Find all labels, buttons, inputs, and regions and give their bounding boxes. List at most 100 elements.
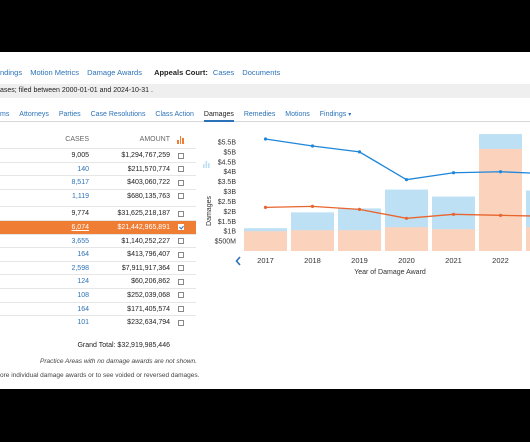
row-checkbox[interactable] bbox=[178, 238, 184, 245]
row-checkbox[interactable] bbox=[178, 193, 184, 200]
chart-type-icon[interactable] bbox=[203, 161, 210, 168]
total-line-point[interactable] bbox=[310, 144, 315, 148]
row-cases[interactable]: 124 bbox=[77, 278, 89, 286]
table-row[interactable]: 6,074 $21,442,965,891 bbox=[0, 219, 196, 234]
row-checkbox[interactable] bbox=[178, 306, 184, 313]
y-tick-label: $1.5B bbox=[218, 219, 237, 226]
tab-class-action[interactable]: Class Action bbox=[155, 111, 194, 118]
selected-line-point[interactable] bbox=[310, 204, 315, 209]
row-cases[interactable]: 140 bbox=[77, 165, 89, 173]
selected-bar[interactable] bbox=[385, 227, 428, 251]
total-line-point[interactable] bbox=[451, 171, 456, 175]
note-individual-awards: ore individual damage awards or to see v… bbox=[0, 372, 200, 379]
row-cases[interactable]: 164 bbox=[77, 251, 89, 259]
x-tick-label: 2020 bbox=[398, 256, 415, 265]
row-cases[interactable]: 6,074 bbox=[71, 223, 89, 231]
selected-bar[interactable] bbox=[291, 230, 334, 251]
row-cases[interactable]: 101 bbox=[77, 319, 89, 327]
table-rows: 9,005 $1,294,767,259 140 $211,570,774 8,517 $… bbox=[0, 148, 196, 329]
appeals-court-label: Appeals Court: bbox=[154, 68, 208, 77]
table-row[interactable]: 2,598 $7,911,917,364 bbox=[0, 260, 196, 275]
row-amount: $171,405,574 bbox=[127, 305, 170, 313]
row-cases[interactable]: 8,517 bbox=[71, 179, 89, 187]
selected-line-point[interactable] bbox=[404, 216, 409, 220]
column-cases[interactable]: CASES bbox=[65, 136, 89, 143]
chart-type-icon-bar bbox=[208, 163, 210, 168]
row-checkbox[interactable] bbox=[178, 251, 184, 258]
tab-attorneys[interactable]: Attorneys bbox=[19, 111, 49, 118]
table-row[interactable]: 9,774 $31,625,218,187 bbox=[0, 206, 196, 220]
row-cases[interactable]: 164 bbox=[77, 305, 89, 313]
selected-bar[interactable] bbox=[432, 229, 475, 251]
selected-bar[interactable] bbox=[338, 230, 381, 251]
link-damage-awards[interactable]: Damage Awards bbox=[87, 68, 142, 77]
bar-chart-icon[interactable] bbox=[177, 136, 184, 144]
y-tick-label: $500M bbox=[215, 239, 237, 246]
selected-line-point[interactable] bbox=[498, 213, 503, 217]
y-tick-label: $1B bbox=[224, 229, 237, 236]
x-tick-label: 2022 bbox=[492, 256, 509, 265]
table-row[interactable]: 9,005 $1,294,767,259 bbox=[0, 148, 196, 162]
total-line-point[interactable] bbox=[263, 137, 268, 141]
row-checkbox[interactable] bbox=[178, 210, 184, 217]
chevron-left-icon[interactable] bbox=[235, 256, 241, 266]
damages-chart: $500M $1B $1.5B $2B $2.5B $3B $3.5B $4B $4.5B $5B… bbox=[200, 132, 530, 287]
row-checkbox[interactable] bbox=[178, 152, 184, 159]
table-row[interactable]: 101 $232,634,794 bbox=[0, 315, 196, 329]
x-tick-label: 2021 bbox=[445, 256, 462, 265]
table-row[interactable]: 108 $252,039,068 bbox=[0, 287, 196, 302]
row-cases[interactable]: 3,655 bbox=[71, 237, 89, 245]
x-tick-label: 2019 bbox=[351, 256, 368, 265]
row-cases[interactable]: 1,119 bbox=[72, 192, 89, 200]
tab-motions[interactable]: Motions bbox=[285, 111, 310, 118]
selected-line-point[interactable] bbox=[357, 207, 362, 211]
row-checkbox[interactable] bbox=[178, 278, 184, 285]
chart-type-icon-bar bbox=[203, 164, 205, 168]
selected-bar[interactable] bbox=[526, 227, 530, 251]
row-checkbox[interactable] bbox=[178, 292, 184, 299]
link-findings[interactable]: ndings bbox=[0, 68, 23, 77]
row-cases[interactable]: 2,598 bbox=[71, 264, 89, 272]
tab-findings[interactable]: Findings ▾ bbox=[320, 109, 351, 121]
row-amount: $21,442,965,891 bbox=[117, 223, 170, 231]
damages-table: CASES AMOUNT 9,005 $1,294,767,259 140 $211,… bbox=[0, 136, 196, 329]
table-row[interactable]: 1,119 $680,135,763 bbox=[0, 188, 196, 203]
total-bar[interactable] bbox=[526, 190, 530, 251]
link-appeals-documents[interactable]: Documents bbox=[242, 68, 281, 77]
selected-bar[interactable] bbox=[244, 231, 287, 251]
row-checkbox[interactable] bbox=[178, 224, 184, 231]
tab-damages[interactable]: Damages bbox=[203, 109, 234, 122]
table-row[interactable]: 140 $211,570,774 bbox=[0, 161, 196, 176]
link-appeals-cases[interactable]: Cases bbox=[212, 68, 235, 77]
tab-parties[interactable]: Parties bbox=[58, 111, 81, 118]
x-axis-label: Year of Damage Award bbox=[354, 269, 426, 276]
y-tick-label: $2.5B bbox=[218, 199, 237, 206]
row-cases[interactable]: 108 bbox=[77, 291, 89, 299]
table-row[interactable]: 164 $413,796,407 bbox=[0, 247, 196, 261]
selected-line-point[interactable] bbox=[263, 205, 268, 209]
row-amount: $60,206,862 bbox=[131, 278, 170, 286]
selected-bar[interactable] bbox=[479, 148, 522, 251]
x-tick-label: 2018 bbox=[304, 256, 321, 265]
table-row[interactable]: 8,517 $403,060,722 bbox=[0, 175, 196, 189]
table-row[interactable]: 124 $60,206,862 bbox=[0, 274, 196, 288]
row-checkbox[interactable] bbox=[178, 179, 184, 186]
total-line-point[interactable] bbox=[357, 150, 362, 154]
screen: ndings Motion Metrics Damage Awards Appe… bbox=[0, 52, 530, 389]
row-amount: $1,294,767,259 bbox=[121, 152, 170, 159]
table-row[interactable]: 164 $171,405,574 bbox=[0, 301, 196, 316]
row-amount: $680,135,763 bbox=[127, 192, 170, 200]
selected-line-point[interactable] bbox=[451, 212, 456, 216]
total-line-point[interactable] bbox=[404, 178, 409, 182]
table-row[interactable]: 3,655 $1,140,252,227 bbox=[0, 233, 196, 248]
tab-case-resolutions[interactable]: Case Resolutions bbox=[90, 111, 146, 118]
row-checkbox[interactable] bbox=[178, 319, 184, 326]
row-checkbox[interactable] bbox=[178, 166, 184, 173]
tab-practice-areas[interactable]: ms bbox=[0, 111, 10, 118]
row-checkbox[interactable] bbox=[178, 265, 184, 272]
column-amount[interactable]: AMOUNT bbox=[139, 136, 170, 143]
y-tick-label: $4B bbox=[224, 169, 237, 176]
total-line-point[interactable] bbox=[498, 170, 503, 174]
tab-remedies[interactable]: Remedies bbox=[243, 111, 276, 118]
link-motion-metrics[interactable]: Motion Metrics bbox=[30, 68, 79, 77]
